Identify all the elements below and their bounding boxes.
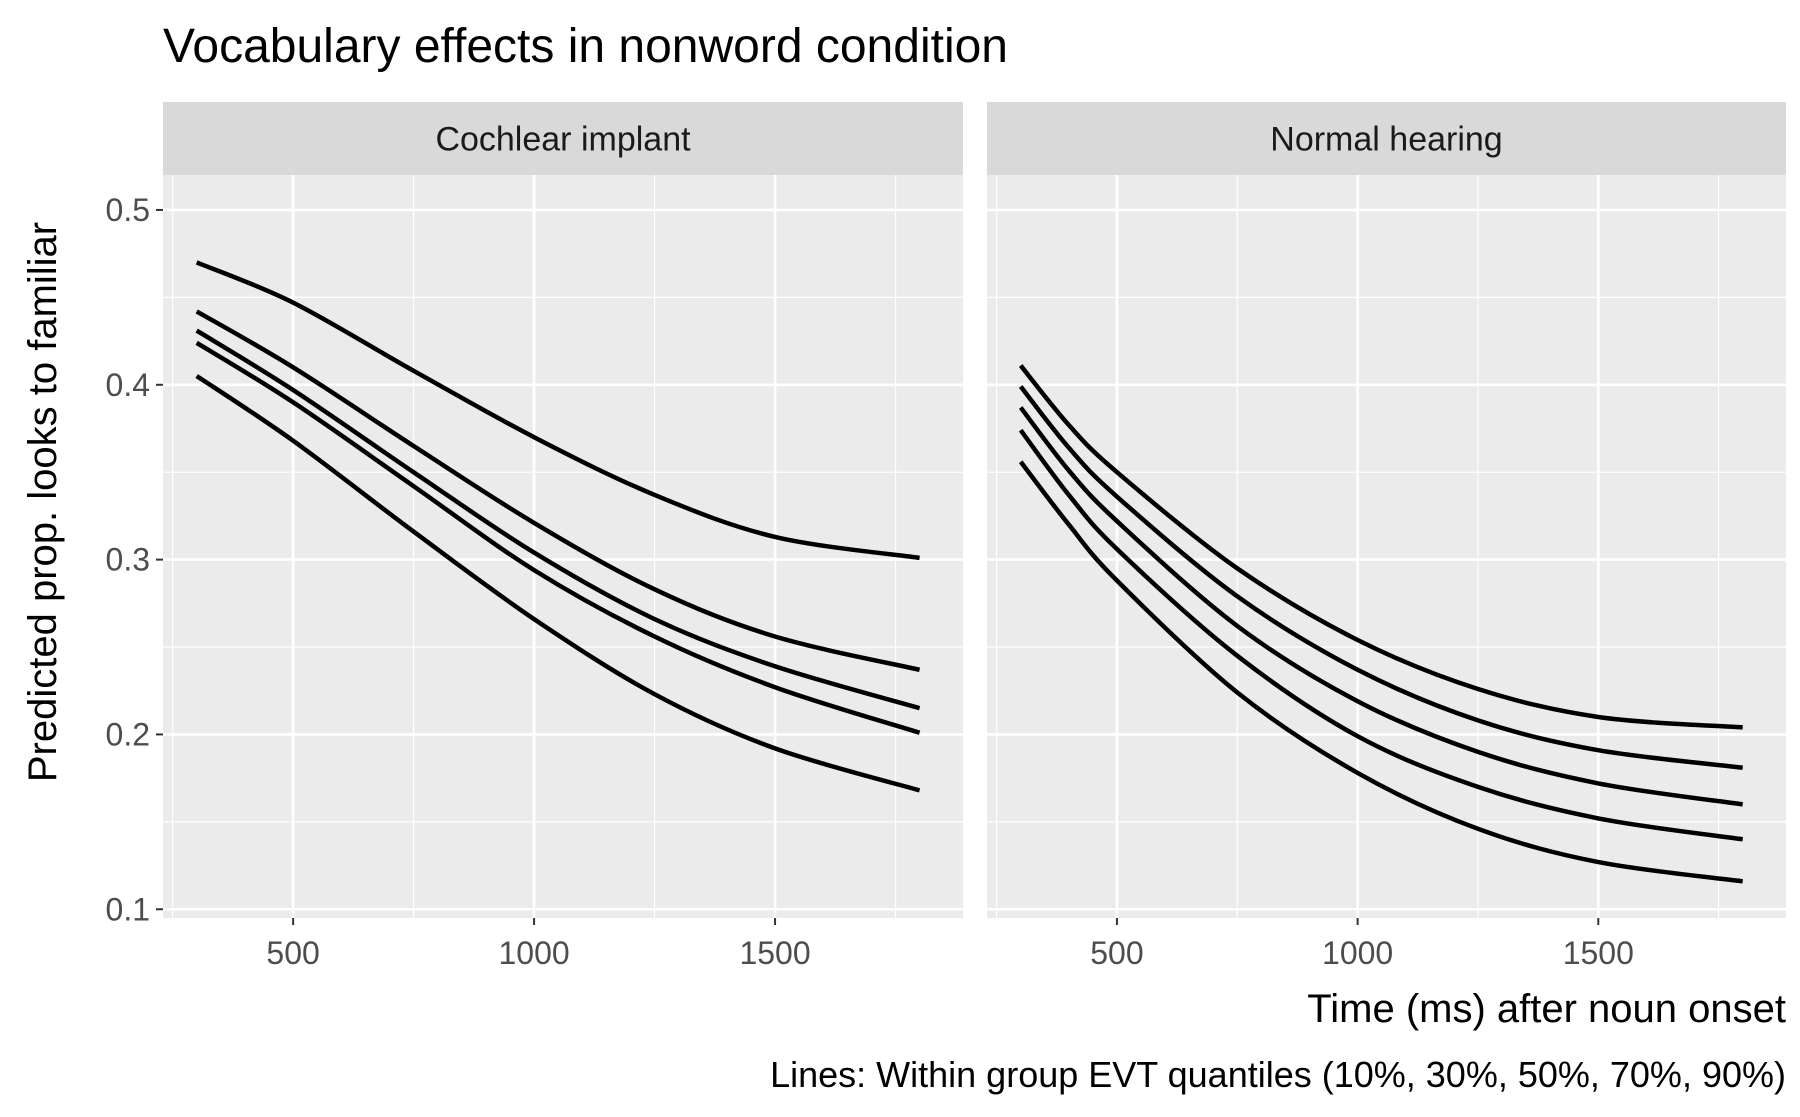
series-line-3 [195, 328, 921, 711]
y-tick-label: 0.1 [106, 891, 150, 927]
x-tick-label: 1000 [1322, 935, 1393, 971]
facet-strip [987, 102, 1786, 175]
series-line-2 [1018, 428, 1744, 842]
chart-caption: Lines: Within group EVT quantiles (10%, … [770, 1054, 1786, 1095]
facet-strip [163, 102, 963, 175]
x-tick-label: 500 [266, 935, 319, 971]
chart-title: Vocabulary effects in nonword condition [163, 20, 1008, 73]
series-line-5 [1018, 364, 1743, 730]
panel-background [987, 175, 1786, 918]
x-tick-label: 1500 [1563, 935, 1634, 971]
facet-strip-label: Cochlear implant [435, 121, 691, 159]
x-tick-label: 1000 [498, 935, 569, 971]
y-tick-label: 0.5 [106, 192, 150, 228]
x-tick-label: 500 [1090, 935, 1143, 971]
y-axis-title: Predicted prop. looks to familiar [21, 222, 65, 782]
facet-panel: Cochlear implant 500 1000 1500 [163, 102, 963, 971]
x-tick-label: 1500 [739, 935, 810, 971]
x-axis-title: Time (ms) after noun onset [1307, 987, 1786, 1031]
facet-panel: Normal hearing 500 1000 1500 [987, 102, 1786, 971]
series-line-1 [1018, 460, 1743, 884]
y-tick-label: 0.4 [106, 367, 150, 403]
series-line-3 [1018, 406, 1744, 807]
series-line-5 [195, 260, 920, 561]
y-axis: 0.1 0.2 0.3 0.4 0.5 [106, 192, 163, 927]
y-tick-label: 0.3 [106, 542, 150, 578]
series-line-4 [195, 309, 921, 672]
series-line-1 [195, 374, 921, 793]
series-line-2 [195, 340, 921, 735]
series-line-4 [1018, 385, 1743, 770]
y-tick-label: 0.2 [106, 716, 150, 752]
facet-strip-label: Normal hearing [1270, 121, 1502, 159]
